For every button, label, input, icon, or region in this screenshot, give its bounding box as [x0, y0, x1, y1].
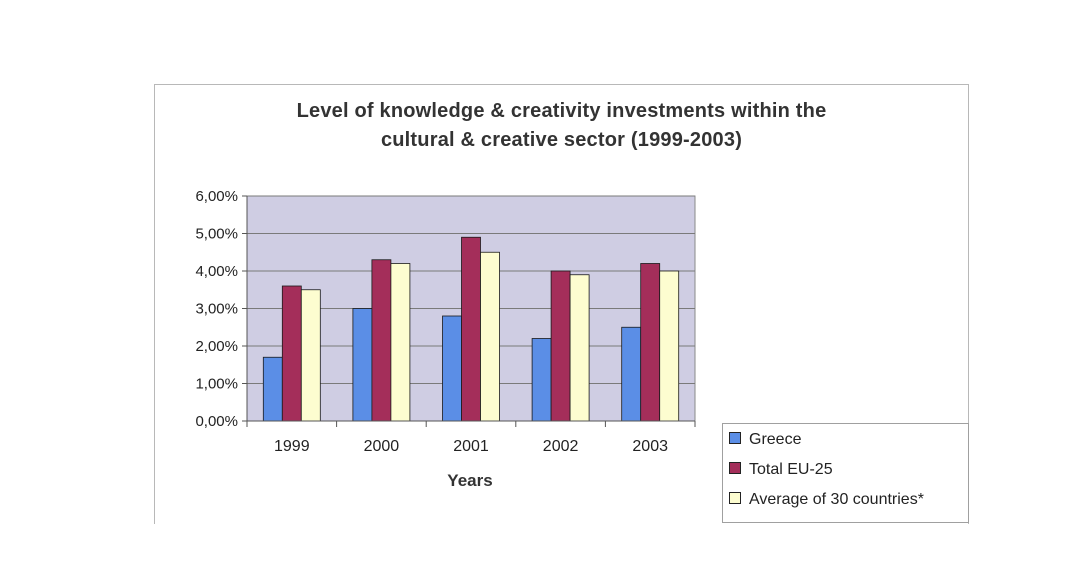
y-tick-label: 0,00% — [195, 413, 238, 430]
y-tick-label: 5,00% — [195, 226, 238, 243]
legend-label-greece: Greece — [749, 431, 802, 448]
legend-swatch-average-30-countries — [729, 492, 741, 504]
y-tick-label: 3,00% — [195, 301, 238, 318]
legend: Greece Total EU-25 Average of 30 countri… — [722, 423, 969, 523]
x-tick-label-2001: 2001 — [453, 438, 489, 455]
bar-total-eu-25-2003 — [640, 263, 661, 422]
legend-item-greece: Greece — [729, 429, 801, 451]
bar-total-eu-25-2002 — [550, 270, 571, 422]
bar-total-eu-25-1999 — [281, 285, 302, 422]
bar-average-of-30-countries-2002 — [569, 274, 590, 422]
legend-label-average-30-countries: Average of 30 countries* — [749, 491, 924, 508]
bar-total-eu-25-2000 — [371, 259, 392, 422]
x-axis-label: Years — [447, 471, 492, 490]
legend-item-total-eu-25: Total EU-25 — [729, 459, 833, 481]
legend-swatch-total-eu-25 — [729, 462, 741, 474]
y-tick-label: 4,00% — [195, 263, 238, 280]
chart-title-line-1: Level of knowledge & creativity investme… — [296, 100, 827, 122]
chart-title-line-2: cultural & creative sector (1999-2003) — [380, 129, 743, 151]
bar-greece-2003 — [621, 326, 642, 422]
bar-greece-2000 — [352, 308, 373, 422]
x-tick-label-2003: 2003 — [632, 438, 668, 455]
bar-greece-2002 — [531, 338, 552, 422]
legend-label-total-eu-25: Total EU-25 — [749, 461, 833, 478]
bar-greece-2001 — [442, 315, 462, 422]
x-tick-label-2002: 2002 — [543, 438, 579, 455]
y-tick-label: 2,00% — [195, 338, 238, 355]
bar-average-of-30-countries-2003 — [659, 270, 680, 422]
x-tick-label-1999: 1999 — [274, 438, 310, 455]
bar-greece-1999 — [262, 356, 283, 422]
bar-average-of-30-countries-2000 — [390, 263, 411, 422]
y-tick-label: 6,00% — [195, 188, 238, 205]
chart-title: Level of knowledge & creativity investme… — [154, 97, 969, 155]
bar-total-eu-25-2001 — [461, 236, 481, 422]
legend-item-average-30-countries: Average of 30 countries* — [729, 489, 924, 511]
legend-swatch-greece — [729, 432, 741, 444]
bar-average-of-30-countries-2001 — [480, 251, 500, 422]
x-tick-label-2000: 2000 — [364, 438, 400, 455]
bar-average-of-30-countries-1999 — [300, 289, 321, 422]
y-tick-label: 1,00% — [195, 376, 238, 393]
